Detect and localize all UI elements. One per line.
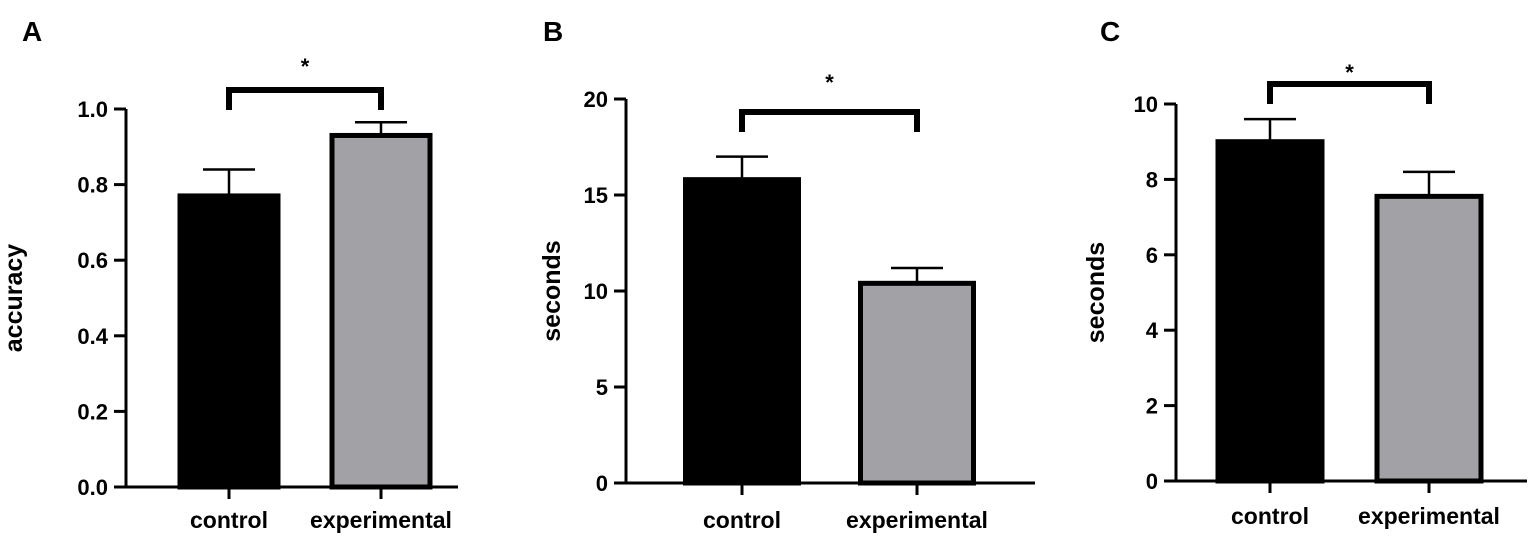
- bar-control: [683, 177, 801, 486]
- y-tick-label: 0.4: [77, 324, 108, 349]
- x-tick-label: experimental: [846, 507, 988, 533]
- y-tick-label: 15: [584, 183, 608, 208]
- x-tick-label: control: [703, 507, 781, 533]
- significance-label: *: [1345, 60, 1354, 85]
- significance-label: *: [301, 54, 310, 79]
- chart-panel-a: A 0.0 0.2 0.4 0.6 0.8 1.0 control experimental ac…: [0, 16, 458, 533]
- panel-letter: B: [543, 16, 563, 47]
- significance-bracket: [1267, 81, 1432, 104]
- bar-experimental: [329, 132, 433, 490]
- significance-label: *: [825, 70, 834, 95]
- y-tick-label: 6: [1146, 243, 1158, 268]
- bar-control: [1215, 139, 1325, 484]
- chart-panel-c: C 0 2 4 6 8 10 control experimental seconds *: [1082, 16, 1527, 529]
- panel-letter: A: [22, 16, 42, 47]
- chart-panel-b: B 0 5 10 15 20 control experimental seconds *: [538, 16, 1035, 533]
- y-tick-label: 0.2: [77, 399, 108, 424]
- y-tick-label: 8: [1146, 167, 1158, 192]
- y-tick-label: 1.0: [77, 97, 108, 122]
- y-tick-label: 2: [1146, 394, 1158, 419]
- y-tick-label: 10: [1134, 92, 1158, 117]
- panel-letter: C: [1100, 16, 1120, 47]
- y-tick-label: 20: [584, 87, 608, 112]
- y-tick-label: 0.0: [77, 475, 108, 500]
- x-tick-label: control: [190, 507, 268, 533]
- significance-bracket: [739, 109, 920, 132]
- y-tick-label: 4: [1146, 318, 1159, 343]
- x-tick-label: control: [1231, 503, 1309, 529]
- y-tick-label: 5: [596, 375, 608, 400]
- y-axis-label: accuracy: [0, 244, 28, 353]
- y-tick-label: 0: [596, 471, 608, 496]
- bar-experimental: [1374, 193, 1484, 484]
- x-tick-label: experimental: [310, 507, 452, 533]
- y-tick-label: 0.6: [77, 248, 108, 273]
- y-tick-label: 10: [584, 279, 608, 304]
- y-tick-label: 0.8: [77, 173, 108, 198]
- y-axis-label: seconds: [538, 240, 566, 341]
- x-tick-label: experimental: [1358, 503, 1500, 529]
- significance-bracket: [226, 87, 384, 110]
- y-tick-label: 0: [1146, 469, 1158, 494]
- bar-control: [177, 193, 281, 490]
- y-axis-label: seconds: [1082, 242, 1110, 343]
- bar-experimental: [858, 280, 976, 486]
